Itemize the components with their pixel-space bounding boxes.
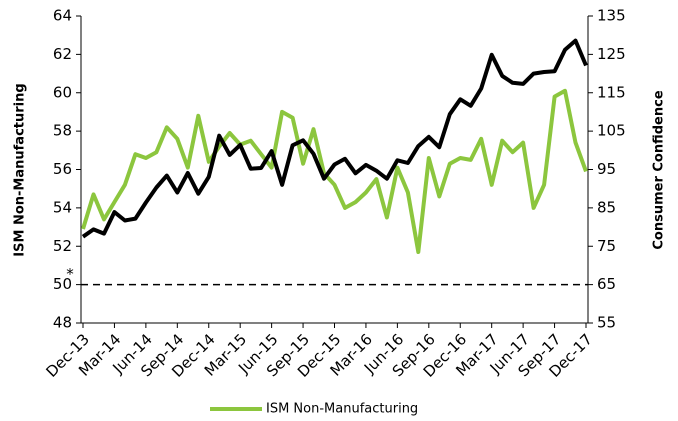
- y2-axis-title: Consumer Confidence: [652, 90, 667, 249]
- legend-label: ISM Non-Manufacturing: [266, 402, 418, 417]
- y2-tick-label: 85: [597, 198, 616, 216]
- y-tick-label: 52: [53, 237, 72, 255]
- y2-tick-label: 55: [597, 314, 616, 332]
- y2-tick-label: 95: [597, 160, 616, 178]
- series-line: [81, 88, 588, 254]
- y-tick-label: 62: [53, 45, 72, 63]
- reference-annotation: *: [66, 265, 74, 283]
- y-axis-title: ISM Non-Manufacturing: [13, 83, 28, 256]
- y-tick-label: 54: [53, 198, 72, 216]
- y-tick-label: 58: [53, 122, 72, 140]
- y2-tick-label: 65: [597, 275, 616, 293]
- y2-tick-label: 75: [597, 237, 616, 255]
- y-tick-label: 48: [53, 314, 72, 332]
- y2-tick-label: 135: [597, 7, 626, 25]
- y-tick-label: 64: [53, 7, 72, 25]
- y2-tick-label: 115: [597, 83, 626, 101]
- y2-tick-label: 105: [597, 122, 626, 140]
- y2-tick-label: 125: [597, 45, 626, 63]
- y-tick-label: 60: [53, 83, 72, 101]
- y-tick-label: 56: [53, 160, 72, 178]
- series-line: [81, 38, 588, 239]
- y-tick-label: 50: [53, 275, 72, 293]
